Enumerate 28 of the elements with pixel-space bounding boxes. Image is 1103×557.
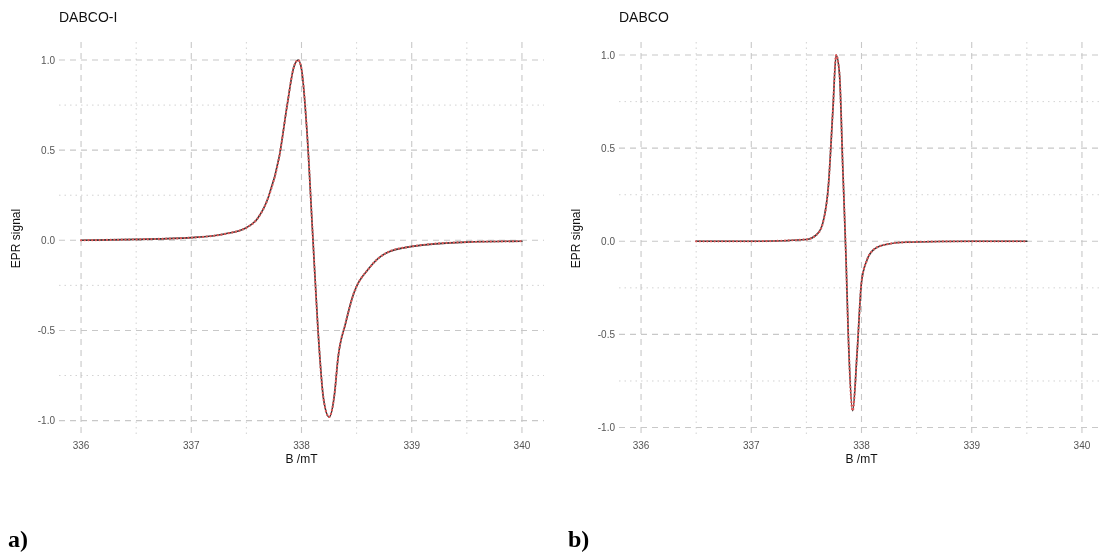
x-tick-label: 338: [293, 440, 311, 451]
y-tick-label: 0.0: [41, 234, 56, 246]
y-tick-label: 0.0: [601, 235, 616, 247]
y-tick-label: 0.5: [601, 142, 616, 154]
x-axis-title: B /mT: [845, 452, 879, 466]
y-tick-label: 0.5: [41, 144, 56, 156]
y-tick-label: -0.5: [37, 324, 56, 336]
y-tick-label: -0.5: [597, 328, 616, 340]
y-axis-title: EPR signal: [9, 208, 23, 269]
y-axis-title: EPR signal: [569, 208, 583, 269]
x-tick-label: 340: [513, 440, 531, 451]
x-tick-label: 337: [742, 440, 761, 451]
x-tick-label: 339: [403, 440, 421, 451]
y-tick-label: -1.0: [597, 422, 616, 434]
x-axis-title: B /mT: [285, 452, 319, 466]
x-tick-label: 340: [1073, 440, 1091, 451]
text: a): [8, 526, 28, 552]
chart-title: DABCO: [619, 9, 669, 25]
x-tick-label: 336: [72, 440, 90, 451]
y-tick-label: 1.0: [601, 49, 616, 61]
x-tick-label: 339: [963, 440, 981, 451]
x-tick-label: 338: [853, 440, 871, 451]
x-tick-label: 337: [182, 440, 201, 451]
chart-title: DABCO-I: [59, 9, 118, 25]
y-tick-label: -1.0: [37, 415, 56, 427]
y-tick-label: 1.0: [41, 54, 56, 66]
text: b): [568, 526, 590, 552]
x-tick-label: 336: [632, 440, 650, 451]
